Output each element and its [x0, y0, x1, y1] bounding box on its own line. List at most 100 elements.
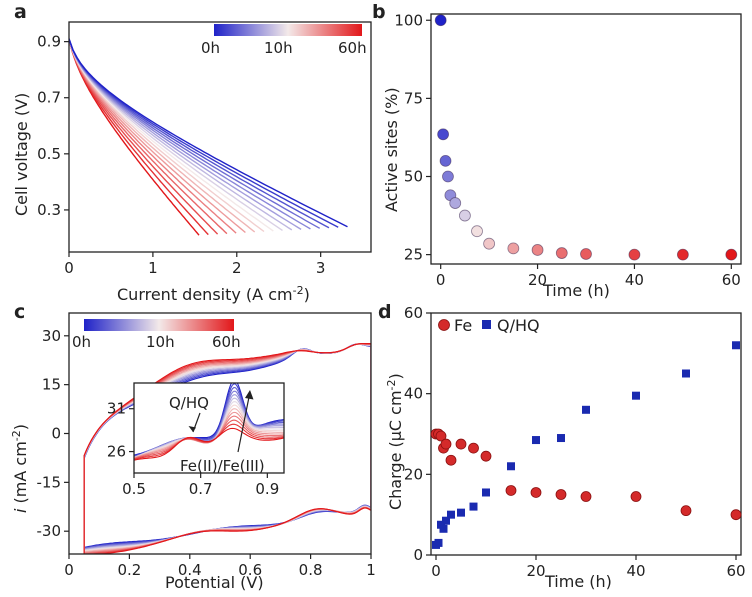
y-tick-label: 0: [413, 546, 423, 564]
x-tick-label: 0.4: [178, 561, 202, 579]
x-tick-label: 2: [232, 259, 242, 277]
polarization-curve: [69, 38, 293, 231]
active-sites-point: [580, 248, 592, 260]
colorbar-a-label-0h: 0h: [201, 39, 220, 57]
colorbar-a-label-60h: 60h: [338, 39, 367, 57]
panel-a-xlabel: Current density (A cm-2): [117, 284, 310, 304]
y-tick-label: 0.9: [37, 33, 61, 51]
active-sites-point: [676, 248, 689, 261]
legend-fe-marker: [438, 319, 450, 331]
qhq-point: [507, 462, 515, 471]
panel-c-ylabel-sup: -2: [10, 430, 23, 441]
y-tick-label: 75: [404, 89, 423, 107]
fe-point: [435, 430, 447, 442]
x-tick-label: 0.2: [117, 561, 141, 579]
x-tick-label: 3: [316, 259, 326, 277]
fe-point: [530, 487, 542, 498]
y-tick-label: 31: [107, 400, 126, 418]
cv-curves: [83, 342, 371, 554]
y-tick-label: 30: [42, 327, 61, 345]
active-sites-point: [442, 170, 454, 183]
y-tick-label: 50: [404, 168, 423, 186]
fe-point: [555, 489, 567, 500]
polarization-curve: [69, 38, 246, 234]
polarization-curve: [69, 38, 219, 235]
polarization-curve: [69, 38, 339, 228]
y-tick-label: 20: [404, 465, 423, 483]
active-sites-point: [439, 154, 452, 167]
panel-c-ylabel-text: (mA cm: [11, 441, 30, 508]
polarization-curve: [69, 38, 321, 229]
panel-label-c: c: [14, 301, 25, 323]
colorbar-c: [84, 319, 234, 331]
polarization-curve: [69, 38, 200, 236]
x-tick-label: 0: [436, 271, 446, 289]
x-tick-label: 0.6: [238, 561, 262, 579]
inset-label-fe: Fe(II)/Fe(III): [180, 457, 265, 475]
x-tick-label: 0: [431, 562, 441, 580]
x-tick-label: 0.9: [255, 480, 279, 498]
polarization-curve: [69, 38, 283, 231]
fe-point: [505, 485, 517, 496]
polarization-curves: [69, 38, 348, 236]
panel-a-axes: [68, 21, 372, 253]
panel-b-ylabel: Active sites (%): [382, 87, 401, 212]
x-tick-label: 1: [366, 561, 376, 579]
colorbar-c-label-60h: 60h: [212, 333, 241, 351]
y-tick-label: 40: [404, 385, 423, 403]
active-sites-point: [449, 197, 462, 209]
y-tick-label: 25: [404, 246, 423, 264]
fe-point: [630, 491, 642, 502]
qhq-point: [557, 434, 565, 443]
panel-c-xlabel: Potential (V): [165, 573, 264, 592]
panel-c-ylabel-i: i: [11, 508, 30, 513]
panel-d-xlabel: Time (h): [544, 572, 612, 591]
panel-b-ticks: 0 20 40 60 100 75 50 25: [394, 11, 741, 289]
x-tick-label: 0.8: [299, 561, 323, 579]
legend-fe-label: Fe: [454, 316, 472, 335]
polarization-curve: [69, 38, 348, 228]
polarization-curve: [69, 38, 237, 234]
polarization-curve: [69, 38, 330, 229]
qhq-point: [469, 502, 478, 511]
panel-d-ylabel-end: ): [386, 373, 405, 379]
colorbar-a: [214, 24, 362, 36]
polarization-curve: [69, 38, 209, 236]
inset-axes: [133, 382, 285, 474]
panel-c-ylabel: i (mA cm-2): [10, 424, 30, 513]
qhq-point: [732, 341, 740, 350]
active-sites-point: [434, 14, 447, 27]
fe-point: [468, 442, 479, 454]
qhq-point: [439, 524, 448, 533]
x-tick-label: 0: [64, 561, 74, 579]
active-sites-point: [628, 248, 641, 261]
qhq-point: [582, 405, 590, 414]
active-sites-point: [531, 244, 544, 256]
panel-b-xlabel: Time (h): [542, 281, 610, 300]
qhq-point: [442, 516, 450, 525]
inset-curve: [134, 427, 284, 461]
inset-label-qhq: Q/HQ: [169, 394, 209, 412]
y-tick-label: 60: [404, 304, 423, 322]
active-sites-points: [434, 14, 738, 261]
y-tick-label: 26: [107, 443, 126, 461]
fe-point: [730, 509, 742, 521]
charge-points: [430, 341, 742, 549]
inset-arrow-fe: [237, 391, 251, 453]
cv-curve: [83, 342, 371, 554]
qhq-point: [632, 391, 640, 400]
polarization-curve: [69, 38, 228, 235]
x-tick-label: 20: [526, 562, 545, 580]
qhq-point: [482, 488, 490, 497]
qhq-point: [682, 369, 690, 378]
panel-label-b: b: [372, 1, 386, 23]
x-tick-label: 20: [528, 271, 547, 289]
inset-ticks: 0.5 0.7 0.9 31 26: [107, 400, 279, 498]
y-tick-label: 15: [42, 376, 61, 394]
x-tick-label: 40: [626, 562, 645, 580]
qhq-point: [434, 538, 443, 547]
polarization-curve: [69, 38, 256, 233]
y-tick-label: 100: [394, 11, 423, 29]
y-tick-label: -15: [37, 473, 62, 491]
x-tick-label: 0.5: [122, 480, 146, 498]
